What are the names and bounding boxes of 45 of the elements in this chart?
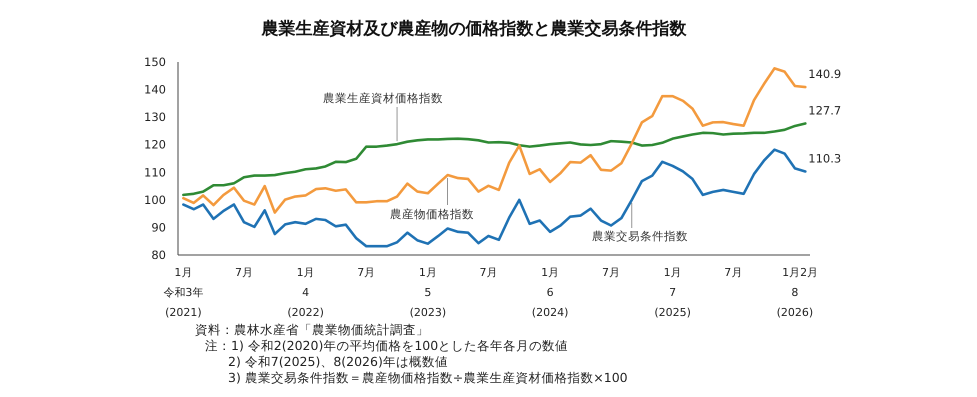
text: (2022) bbox=[287, 306, 324, 319]
text: 注：1) 令和2(2020)年の平均価格を100とした各年各月の数値 bbox=[205, 338, 568, 353]
y-tick-label: 120 bbox=[144, 138, 166, 152]
series-label: 農産物価格指数 bbox=[390, 207, 474, 221]
y-tick-label: 90 bbox=[151, 220, 166, 234]
text: (2023) bbox=[410, 306, 446, 319]
text: 2) 令和7(2025)、8(2026)年は概数値 bbox=[228, 354, 448, 369]
line-series bbox=[182, 148, 807, 248]
x-tick-label: 1月 bbox=[782, 266, 800, 279]
x-tick-label: 7月 bbox=[357, 266, 376, 279]
x-tick-label: 1月 bbox=[174, 266, 192, 279]
text: (2026) bbox=[776, 306, 814, 319]
text: 5 bbox=[424, 286, 432, 299]
y-tick-label: 110 bbox=[144, 165, 166, 180]
text: 7 bbox=[669, 286, 676, 299]
text: 令和3年 bbox=[163, 286, 204, 299]
x-tick-label: 7月 bbox=[479, 266, 498, 279]
x-tick-label: 7月 bbox=[234, 266, 253, 279]
text: 3) 農業交易条件指数＝農産物価格指数÷農業生産資材価格指数×100 bbox=[228, 370, 628, 385]
x-tick-label: 1月 bbox=[541, 266, 560, 279]
text: 6 bbox=[546, 286, 554, 299]
line-series bbox=[182, 122, 807, 196]
x-tick-label: 7月 bbox=[602, 266, 620, 279]
text: 8 bbox=[791, 286, 798, 299]
y-tick-label: 80 bbox=[151, 248, 166, 262]
text: (2024) bbox=[532, 306, 568, 319]
text: (2025) bbox=[654, 306, 691, 319]
x-tick-label: 1月 bbox=[418, 266, 437, 279]
data-label: 110.3 bbox=[808, 151, 842, 166]
x-tick-label: 2月 bbox=[800, 266, 818, 279]
text: (2021) bbox=[165, 306, 202, 319]
data-label: 127.7 bbox=[808, 103, 842, 118]
y-tick-label: 150 bbox=[144, 55, 166, 69]
y-tick-label: 100 bbox=[144, 192, 166, 207]
x-tick-label: 7月 bbox=[724, 266, 742, 279]
text: 農業生産資材価格指数 bbox=[323, 91, 443, 105]
chart-title: 農業生産資材及び農産物の価格指数と農業交易条件指数 bbox=[260, 19, 688, 39]
data-label: 140.9 bbox=[808, 67, 842, 82]
text: 4 bbox=[302, 286, 310, 299]
y-tick-label: 140 bbox=[144, 82, 166, 97]
series-label: 農業交易条件指数 bbox=[592, 229, 688, 243]
x-tick-label: 1月 bbox=[296, 266, 315, 279]
y-tick-label: 130 bbox=[144, 110, 166, 124]
text: 資料：農林水産省「農業物価統計調査」 bbox=[195, 322, 429, 337]
x-tick-label: 1月 bbox=[664, 266, 682, 279]
